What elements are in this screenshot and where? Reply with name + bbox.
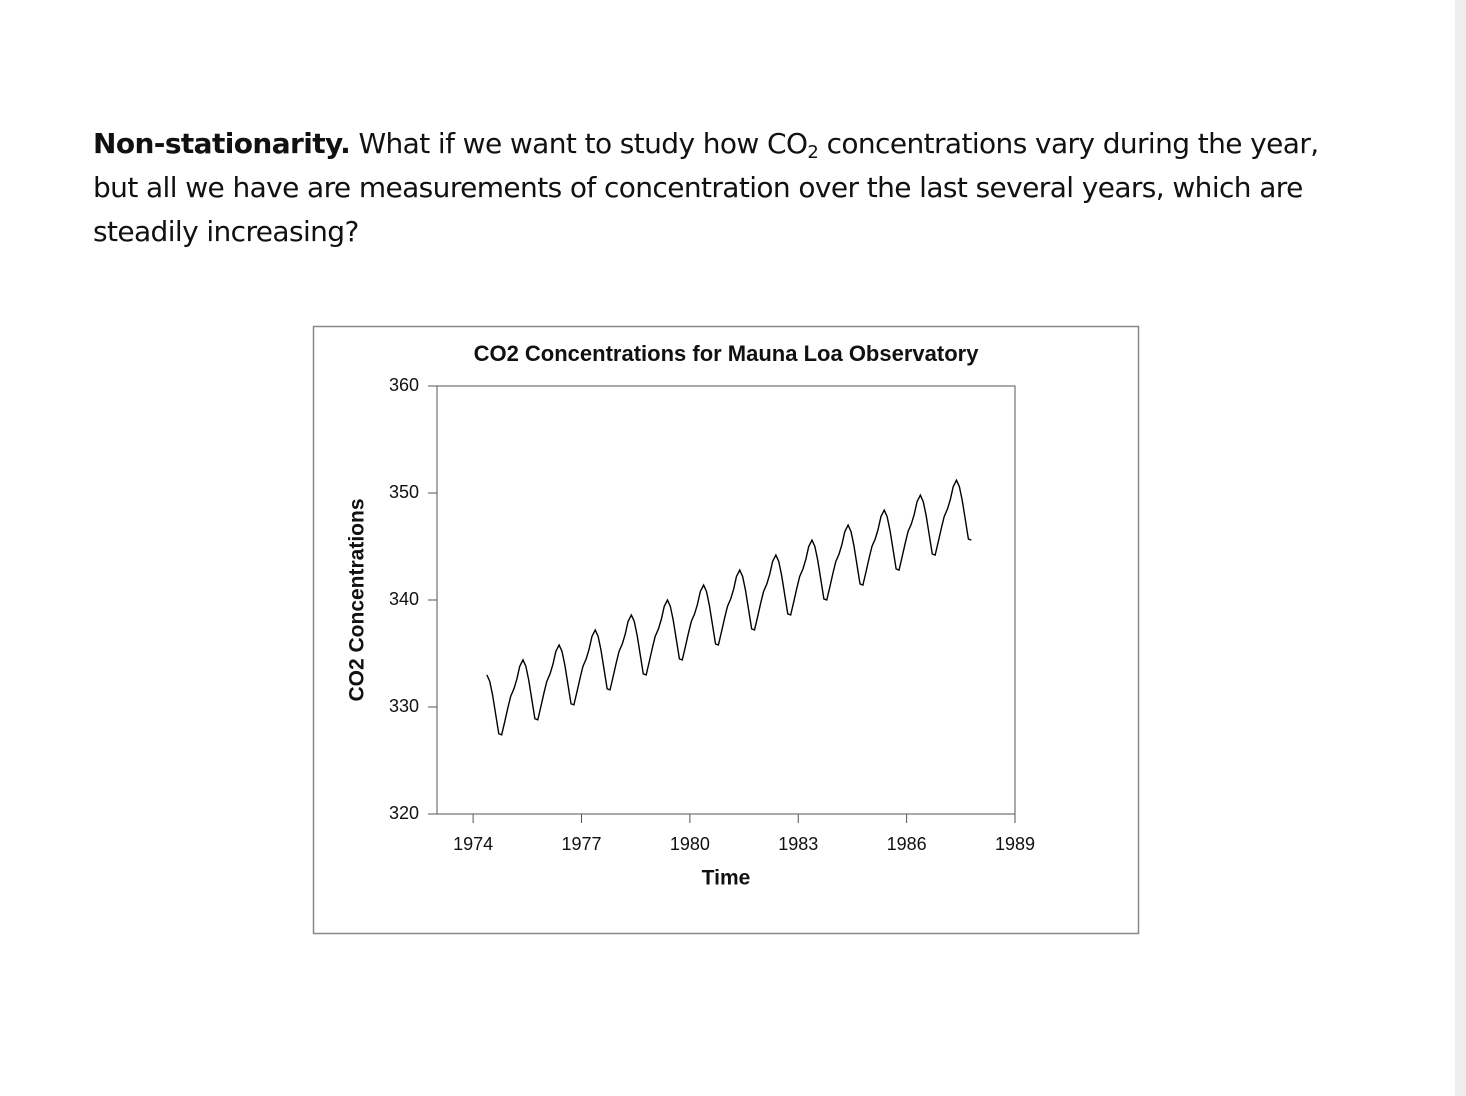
subscript: 2 [807, 142, 819, 163]
lead: Non-stationarity. [93, 127, 351, 160]
y-tick-label: 340 [389, 589, 419, 609]
x-axis-label: Time [702, 867, 751, 890]
y-tick-label: 330 [389, 696, 419, 716]
x-tick-label: 1986 [887, 834, 927, 854]
x-tick-label: 1974 [453, 834, 493, 854]
chart-frame [312, 325, 1140, 935]
window-edge [1455, 0, 1466, 1096]
y-tick-label: 350 [389, 482, 419, 502]
x-tick-label: 1983 [778, 834, 818, 854]
text: What if we want to study how CO [358, 127, 808, 160]
x-tick-label: 1980 [670, 834, 710, 854]
text: concentrations vary during the year, but… [93, 127, 1319, 248]
data-line [486, 478, 972, 736]
x-tick-label: 1989 [995, 834, 1035, 854]
paragraph: Non-stationarity. What if we want to stu… [93, 122, 1323, 254]
y-tick-label: 360 [389, 375, 419, 395]
y-tick-label: 320 [389, 803, 419, 823]
y-axis-label: CO2 Concentrations [346, 498, 369, 701]
chart-title: CO2 Concentrations for Mauna Loa Observa… [474, 341, 980, 366]
x-tick-label: 1977 [561, 834, 601, 854]
